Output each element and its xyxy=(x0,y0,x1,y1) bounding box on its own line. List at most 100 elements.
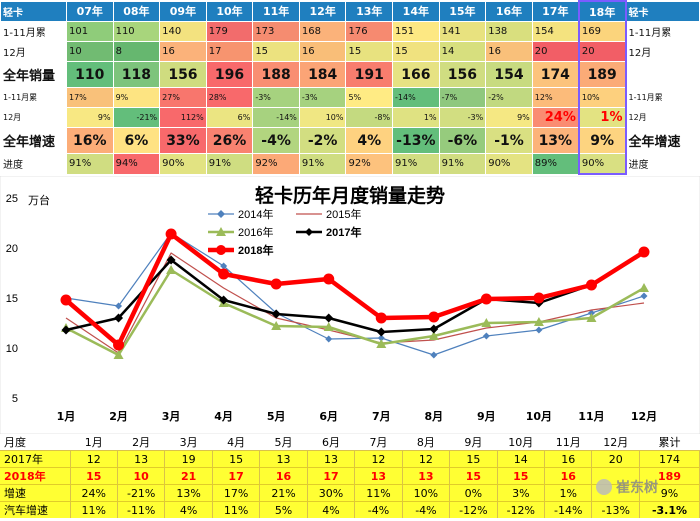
detail-cell: -3.1% xyxy=(639,501,700,518)
summary-cell: 17% xyxy=(66,87,114,108)
summary-row-label: 1-11月累 xyxy=(0,21,67,42)
summary-cell: 191 xyxy=(345,61,394,88)
detail-row-auto: 汽车增速 11% -11% 4% 11% 5% 4% -4% -4% -12% -12% -14% -1… xyxy=(0,501,700,518)
summary-cell: -14% xyxy=(392,87,440,108)
watermark-text: 崔东树 xyxy=(616,480,658,496)
detail-cell: -4% xyxy=(354,501,403,518)
detail-header-cell: 10月 xyxy=(497,434,546,451)
series-line-3 xyxy=(65,250,645,334)
series-point-3 xyxy=(376,327,386,337)
detail-cell: 16 xyxy=(544,450,593,468)
summary-cell: 94% xyxy=(112,153,161,175)
detail-cell: 12 xyxy=(354,450,403,468)
summary-year-4: 11年 xyxy=(252,0,300,22)
summary-cell: 27% xyxy=(159,87,207,108)
detail-header-cell: 11月 xyxy=(544,434,593,451)
detail-cell: 16 xyxy=(259,467,308,485)
summary-cell: 15 xyxy=(252,41,300,62)
series-point-4 xyxy=(428,311,440,323)
summary-cell: 176 xyxy=(345,21,394,42)
x-tick-label: 7月 xyxy=(372,410,391,423)
series-point-0 xyxy=(115,302,123,310)
summary-row-label: 全年增速 xyxy=(0,127,67,154)
summary-cell: 16 xyxy=(485,41,533,62)
summary-cell: -3% xyxy=(298,87,347,108)
x-tick-label: 11月 xyxy=(578,410,604,423)
y-tick-label: 25 xyxy=(6,193,18,205)
summary-cell: 196 xyxy=(205,61,254,88)
series-line-2 xyxy=(65,268,645,357)
detail-cell: 12 xyxy=(70,450,118,468)
x-tick-label: 3月 xyxy=(162,410,181,423)
detail-cell: 3% xyxy=(497,484,546,502)
summary-row-right-label: 1-11月累 xyxy=(625,21,700,42)
summary-row-right-label: 12月 xyxy=(625,41,700,62)
series-point-3 xyxy=(219,295,229,305)
legend-label-2: 2016年 xyxy=(238,225,273,239)
legend-marker-4 xyxy=(216,245,226,255)
detail-cell: 5% xyxy=(259,501,308,518)
summary-cell: 15 xyxy=(392,41,440,62)
series-point-0 xyxy=(535,326,543,334)
detail-header-row: 月度 1月 2月 3月 4月 5月 6月 7月 8月 9月 10月 11月 12月 累计 xyxy=(0,434,700,451)
series-point-4 xyxy=(218,268,230,280)
summary-cell: 179 xyxy=(205,21,254,42)
summary-cell: 16% xyxy=(66,127,114,154)
summary-cell: -4% xyxy=(252,127,300,154)
series-point-3 xyxy=(324,313,334,323)
summary-cell: 20 xyxy=(531,41,580,62)
summary-cell: 173 xyxy=(252,21,300,42)
detail-cell: 汽车增速 xyxy=(0,501,71,518)
series-point-4 xyxy=(585,279,597,291)
detail-header-cell: 1月 xyxy=(70,434,118,451)
summary-cell: 166 xyxy=(392,61,440,88)
x-tick-label: 12月 xyxy=(631,410,657,423)
series-point-2 xyxy=(428,331,439,340)
y-tick-label: 20 xyxy=(6,243,18,255)
summary-year-7: 14年 xyxy=(392,0,440,22)
detail-header-cell: 12月 xyxy=(591,434,640,451)
series-point-3 xyxy=(114,313,124,323)
detail-cell: 174 xyxy=(639,450,700,468)
legend-label-0: 2014年 xyxy=(238,207,273,221)
y-tick-label: 10 xyxy=(6,343,18,355)
summary-row-right-label: 12月 xyxy=(625,107,700,128)
summary-cell: 10% xyxy=(577,87,627,108)
summary-year-1: 08年 xyxy=(112,0,161,22)
detail-cell: 2017年 xyxy=(0,450,71,468)
summary-row-right-label xyxy=(625,61,700,88)
detail-cell: -13% xyxy=(591,501,640,518)
series-line-0 xyxy=(65,232,645,356)
summary-cell: 138 xyxy=(485,21,533,42)
summary-cell: -3% xyxy=(438,107,487,128)
detail-header-cell: 6月 xyxy=(307,434,356,451)
summary-year-3: 10年 xyxy=(205,0,254,22)
summary-cell: 168 xyxy=(298,21,347,42)
detail-row-growth: 增速 24% -21% 13% 17% 21% 30% 11% 10% 0% 3% 1% 9% xyxy=(0,484,700,502)
summary-row-label: 1-11月累 xyxy=(0,87,67,108)
summary-year-9: 16年 xyxy=(485,0,533,22)
series-point-2 xyxy=(639,283,649,292)
series-point-4 xyxy=(60,294,72,306)
series-point-2 xyxy=(376,339,387,348)
summary-cell: 169 xyxy=(577,21,627,42)
detail-cell: 13 xyxy=(354,467,403,485)
summary-cell: 90% xyxy=(577,153,627,175)
chart-title: 轻卡历年月度销量走势 xyxy=(255,184,445,207)
summary-cell: 110 xyxy=(66,61,114,88)
monthly-detail-table: 月度 1月 2月 3月 4月 5月 6月 7月 8月 9月 10月 11月 12月 累计 2017年 12 13… xyxy=(0,434,700,518)
x-tick-label: 8月 xyxy=(424,410,443,423)
detail-cell: 9% xyxy=(639,484,700,502)
summary-row: 12月 9% -21% 112% 6% -14% 10% -8% 1% -3% 9% 24% 1% 12月 xyxy=(0,107,700,128)
summary-row: 全年销量 110 118 156 196 188 184 191 166 156 154 174 189 xyxy=(0,61,700,88)
series-point-4 xyxy=(638,246,650,258)
summary-cell: 101 xyxy=(66,21,114,42)
detail-cell: 13 xyxy=(307,450,356,468)
summary-cell: 9% xyxy=(577,127,627,154)
legend-marker-0 xyxy=(217,210,225,218)
detail-header-cell: 2月 xyxy=(117,434,166,451)
detail-header-cell: 8月 xyxy=(402,434,451,451)
summary-cell: 16 xyxy=(159,41,207,62)
summary-cell: 1% xyxy=(577,107,627,128)
summary-cell: 6% xyxy=(205,107,254,128)
